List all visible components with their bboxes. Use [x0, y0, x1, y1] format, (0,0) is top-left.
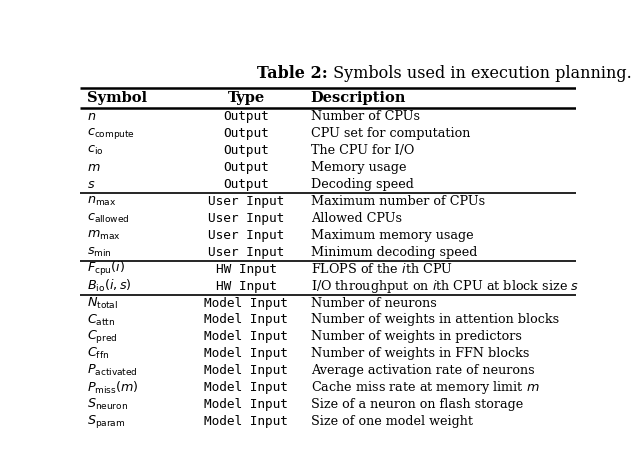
Text: Output: Output	[223, 127, 269, 140]
Text: Type: Type	[228, 91, 265, 105]
Text: $n$: $n$	[88, 110, 97, 123]
Text: Symbol: Symbol	[88, 91, 148, 105]
Text: Model Input: Model Input	[204, 399, 288, 411]
Text: Number of weights in predictors: Number of weights in predictors	[310, 330, 522, 344]
Text: $c_\mathrm{compute}$: $c_\mathrm{compute}$	[88, 126, 136, 141]
Text: Output: Output	[223, 178, 269, 191]
Text: Decoding speed: Decoding speed	[310, 178, 413, 191]
Text: $C_\mathrm{pred}$: $C_\mathrm{pred}$	[88, 329, 118, 345]
Text: Model Input: Model Input	[204, 330, 288, 344]
Text: Number of neurons: Number of neurons	[310, 297, 436, 309]
Text: $F_\mathrm{cpu}(i)$: $F_\mathrm{cpu}(i)$	[88, 260, 125, 278]
Text: User Input: User Input	[208, 246, 284, 259]
Text: Maximum number of CPUs: Maximum number of CPUs	[310, 195, 484, 208]
Text: Maximum memory usage: Maximum memory usage	[310, 228, 473, 242]
Text: User Input: User Input	[208, 228, 284, 242]
Text: Size of a neuron on flash storage: Size of a neuron on flash storage	[310, 399, 523, 411]
Text: $S_\mathrm{neuron}$: $S_\mathrm{neuron}$	[88, 397, 129, 412]
Text: $m_\mathrm{max}$: $m_\mathrm{max}$	[88, 228, 121, 242]
Text: $s$: $s$	[88, 178, 96, 191]
Text: $S_\mathrm{param}$: $S_\mathrm{param}$	[88, 413, 126, 430]
Text: $P_\mathrm{miss}(m)$: $P_\mathrm{miss}(m)$	[88, 380, 139, 396]
Text: Model Input: Model Input	[204, 415, 288, 428]
Text: Number of weights in attention blocks: Number of weights in attention blocks	[310, 314, 559, 326]
Text: $C_\mathrm{attn}$: $C_\mathrm{attn}$	[88, 313, 116, 328]
Text: Minimum decoding speed: Minimum decoding speed	[310, 246, 477, 259]
Text: User Input: User Input	[208, 195, 284, 208]
Text: Model Input: Model Input	[204, 364, 288, 377]
Text: CPU set for computation: CPU set for computation	[310, 127, 470, 140]
Text: I/O throughput on $i$th CPU at block size $s$: I/O throughput on $i$th CPU at block siz…	[310, 277, 579, 295]
Text: HW Input: HW Input	[216, 280, 276, 292]
Text: Average activation rate of neurons: Average activation rate of neurons	[310, 364, 534, 377]
Text: $m$: $m$	[88, 161, 101, 174]
Text: The CPU for I/O: The CPU for I/O	[310, 144, 414, 157]
Text: Allowed CPUs: Allowed CPUs	[310, 212, 402, 225]
Text: Memory usage: Memory usage	[310, 161, 406, 174]
Text: $s_\mathrm{min}$: $s_\mathrm{min}$	[88, 245, 112, 259]
Text: Number of weights in FFN blocks: Number of weights in FFN blocks	[310, 347, 529, 361]
Text: Symbols used in execution planning.: Symbols used in execution planning.	[328, 65, 632, 82]
Text: Size of one model weight: Size of one model weight	[310, 415, 472, 428]
Text: Model Input: Model Input	[204, 314, 288, 326]
Text: Output: Output	[223, 161, 269, 174]
Text: FLOPS of the $i$th CPU: FLOPS of the $i$th CPU	[310, 262, 452, 276]
Text: Model Input: Model Input	[204, 347, 288, 361]
Text: Number of CPUs: Number of CPUs	[310, 110, 420, 123]
Text: User Input: User Input	[208, 212, 284, 225]
Text: Model Input: Model Input	[204, 297, 288, 309]
Text: Description: Description	[310, 91, 406, 105]
Text: HW Input: HW Input	[216, 263, 276, 276]
Text: $c_\mathrm{allowed}$: $c_\mathrm{allowed}$	[88, 212, 130, 225]
Text: Model Input: Model Input	[204, 381, 288, 394]
Text: Output: Output	[223, 144, 269, 157]
Text: Cache miss rate at memory limit $m$: Cache miss rate at memory limit $m$	[310, 379, 540, 396]
Text: Output: Output	[223, 110, 269, 123]
Text: $n_\mathrm{max}$: $n_\mathrm{max}$	[88, 195, 116, 208]
Text: $B_\mathrm{io}(i, s)$: $B_\mathrm{io}(i, s)$	[88, 278, 132, 294]
Text: $C_\mathrm{ffn}$: $C_\mathrm{ffn}$	[88, 346, 109, 361]
Text: $c_\mathrm{io}$: $c_\mathrm{io}$	[88, 144, 104, 157]
Text: $N_\mathrm{total}$: $N_\mathrm{total}$	[88, 296, 118, 311]
Text: Table 2:: Table 2:	[257, 65, 328, 82]
Text: $P_\mathrm{activated}$: $P_\mathrm{activated}$	[88, 363, 138, 378]
